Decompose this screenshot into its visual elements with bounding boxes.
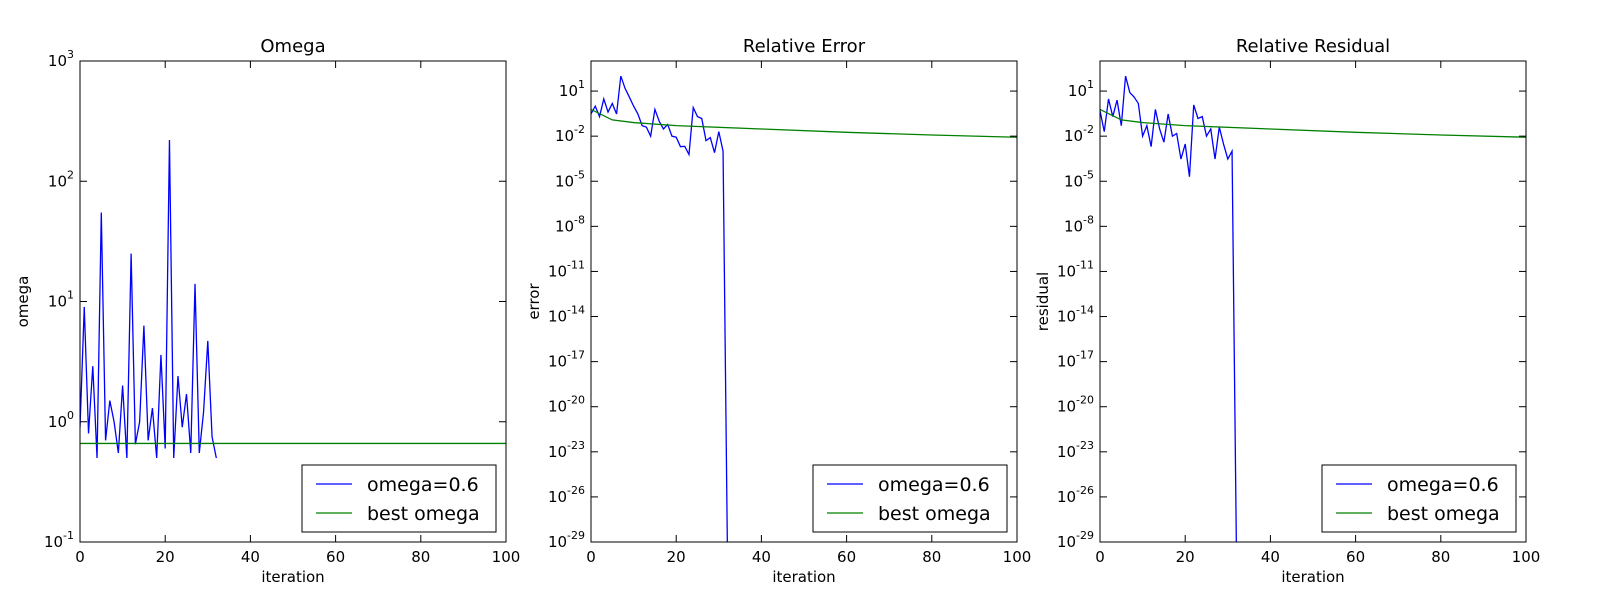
y-tick-label: 10-5 <box>555 168 585 190</box>
x-tick-label: 80 <box>411 548 430 566</box>
y-tick-label: 10-1 <box>44 529 74 551</box>
legend-box <box>1321 464 1517 533</box>
x-tick-label: 60 <box>326 548 345 566</box>
y-tick-label: 102 <box>48 168 74 190</box>
y-tick-label: 101 <box>48 289 74 311</box>
chart-panel-1: 0 20 40 60 80 100 10-29 10-26 10-23 10-20 10-17 10-… <box>525 36 1031 586</box>
x-tick-label: 40 <box>752 548 771 566</box>
x-tick-label: 60 <box>837 548 856 566</box>
series-line-1 <box>1100 108 1526 138</box>
x-tick-label: 0 <box>586 548 596 566</box>
chart-title: Omega <box>260 36 325 57</box>
y-tick-label: 10-23 <box>1057 439 1094 461</box>
legend-label: best omega <box>1387 503 1500 525</box>
y-tick-label: 10-11 <box>548 258 585 280</box>
y-tick-label: 10-29 <box>548 529 585 551</box>
y-tick-label: 10-20 <box>548 394 585 416</box>
series-line-1 <box>591 108 1017 138</box>
x-tick-label: 40 <box>1261 548 1280 566</box>
y-tick-label: 10-5 <box>1064 168 1094 190</box>
legend: omega=0.6 best omega <box>812 464 1008 533</box>
chart-panel-0: 0 20 40 60 80 100 10-1 100 101 102 103 Omega iterati… <box>14 36 520 586</box>
y-tick-label: 10-20 <box>1057 394 1094 416</box>
y-tick-label: 10-8 <box>555 213 585 235</box>
y-tick-label: 10-8 <box>1064 213 1094 235</box>
legend: omega=0.6 best omega <box>1321 464 1517 533</box>
x-tick-label: 100 <box>1512 548 1541 566</box>
x-tick-label: 80 <box>1431 548 1450 566</box>
y-tick-label: 10-26 <box>1057 484 1094 506</box>
y-tick-label: 10-2 <box>555 123 585 145</box>
x-tick-label: 0 <box>75 548 85 566</box>
series-line-0 <box>80 140 217 459</box>
x-axis-label: iteration <box>261 568 324 586</box>
y-tick-label: 10-2 <box>1064 123 1094 145</box>
chart-title: Relative Error <box>743 36 866 57</box>
y-axis-label: omega <box>14 276 32 328</box>
series-line-0 <box>591 75 728 542</box>
axes-frame <box>590 60 1018 543</box>
x-tick-label: 20 <box>1176 548 1195 566</box>
y-tick-label: 10-14 <box>1057 304 1094 326</box>
legend-label: omega=0.6 <box>878 474 990 496</box>
x-axis-label: iteration <box>1281 568 1344 586</box>
x-tick-label: 80 <box>922 548 941 566</box>
y-tick-label: 10-26 <box>548 484 585 506</box>
y-axis-label: error <box>525 283 543 320</box>
y-tick-label: 10-14 <box>548 304 585 326</box>
y-tick-label: 101 <box>1068 78 1094 100</box>
legend-box <box>301 464 497 533</box>
x-tick-label: 40 <box>241 548 260 566</box>
y-tick-label: 101 <box>559 78 585 100</box>
legend-label: omega=0.6 <box>367 474 479 496</box>
y-axis-label: residual <box>1034 272 1052 331</box>
y-tick-label: 10-17 <box>548 349 585 371</box>
series-line-0 <box>1100 75 1237 542</box>
y-tick-label: 10-23 <box>548 439 585 461</box>
legend: omega=0.6 best omega <box>301 464 497 533</box>
y-tick-label: 10-17 <box>1057 349 1094 371</box>
y-tick-label: 103 <box>48 48 74 70</box>
x-tick-label: 20 <box>667 548 686 566</box>
x-tick-label: 100 <box>492 548 521 566</box>
chart-title: Relative Residual <box>1236 36 1390 57</box>
legend-label: omega=0.6 <box>1387 474 1499 496</box>
y-tick-label: 100 <box>48 409 74 431</box>
legend-label: best omega <box>367 503 480 525</box>
x-tick-label: 0 <box>1095 548 1105 566</box>
x-axis-label: iteration <box>772 568 835 586</box>
x-tick-label: 100 <box>1003 548 1032 566</box>
legend-box <box>812 464 1008 533</box>
axes-frame <box>1099 60 1527 543</box>
chart-panel-2: 0 20 40 60 80 100 10-29 10-26 10-23 10-20 10-17 10-… <box>1034 36 1540 586</box>
x-tick-label: 60 <box>1346 548 1365 566</box>
y-tick-label: 10-11 <box>1057 258 1094 280</box>
x-tick-label: 20 <box>156 548 175 566</box>
legend-label: best omega <box>878 503 991 525</box>
y-tick-label: 10-29 <box>1057 529 1094 551</box>
